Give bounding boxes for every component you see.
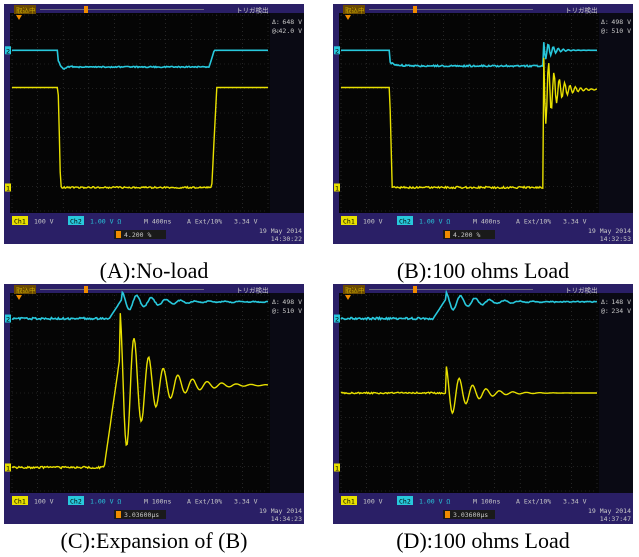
scope-panel-b: 取込中 トリガ検出 Δ: 498 V @: 510 V 2 1 Ch1 100 V Ch2 1.00 … <box>333 4 633 244</box>
panel-caption: (B):100 ohms Load <box>333 258 633 284</box>
panel-caption: (D):100 ohms Load <box>333 528 633 554</box>
acquire-status: 取込中 <box>16 6 36 15</box>
position-icon <box>116 511 121 518</box>
time: 14:37:47 <box>600 515 631 523</box>
ch1-marker-label: 1 <box>335 184 339 192</box>
oscilloscope-screen: 取込中 トリガ検出Δ: 498 V@: 510 V 2 1 Ch1 100 V Ch2 1.00 … <box>333 4 633 244</box>
position-value: 3.03600µs <box>453 511 488 519</box>
delta-label: Δ: <box>272 18 280 26</box>
acquire-status: 取込中 <box>345 286 365 295</box>
panel-caption: (A):No-load <box>4 258 304 284</box>
trigger-level: 3.34 V <box>563 218 587 226</box>
ch2-label: Ch2 <box>70 498 82 506</box>
date: 19 May 2014 <box>259 507 302 515</box>
delta-value: 498 V <box>282 298 302 306</box>
position-icon <box>445 511 450 518</box>
ch1-label: Ch1 <box>14 498 26 506</box>
ch2-label: Ch2 <box>70 218 82 226</box>
ch1-marker-label: 1 <box>335 464 339 472</box>
at-value: 234 V <box>611 307 631 315</box>
acquire-status: 取込中 <box>345 6 365 15</box>
time: 14:34:23 <box>271 515 302 523</box>
acquire-status: 取込中 <box>16 286 36 295</box>
oscilloscope-screen: 取込中 トリガ検出Δ: 148 V@: 234 V 2 1 Ch1 100 V Ch2 1.00 … <box>333 284 633 524</box>
at-value: 510 V <box>282 307 302 315</box>
position-icon <box>445 231 450 238</box>
delta-value: 148 V <box>611 298 631 306</box>
ch2-marker-label: 2 <box>335 316 339 324</box>
readout-panel <box>270 293 304 493</box>
readout-panel <box>599 13 633 213</box>
date: 19 May 2014 <box>588 507 631 515</box>
ch1-marker-label: 1 <box>6 464 10 472</box>
time: 14:30:22 <box>271 235 302 243</box>
trigger-source: A Ext/10% <box>187 498 222 506</box>
trigger-level: 3.34 V <box>563 498 587 506</box>
delta-label: Δ: <box>601 298 609 306</box>
trigger-status: トリガ検出 <box>236 6 269 15</box>
ch2-scale: 1.00 V Ω <box>90 218 121 226</box>
ch1-scale: 100 V <box>363 498 383 506</box>
readout-panel <box>270 13 304 213</box>
at-label: @: <box>272 307 280 315</box>
ch1-scale: 100 V <box>363 218 383 226</box>
at-value: 510 V <box>611 27 631 35</box>
delta-label: Δ: <box>272 298 280 306</box>
position-icon <box>116 231 121 238</box>
trigger-source: A Ext/10% <box>516 218 551 226</box>
ch1-label: Ch1 <box>14 218 26 226</box>
oscilloscope-screen: 取込中 トリガ検出Δ: 648 V@:-42.0 V 2 1 Ch1 100 V Ch2 1.0… <box>4 4 304 244</box>
timebase: M 100ns <box>144 498 171 506</box>
ch2-label: Ch2 <box>399 218 411 226</box>
timebase: M 400ns <box>144 218 171 226</box>
ch2-scale: 1.00 V Ω <box>419 218 450 226</box>
at-label: @: <box>601 307 609 315</box>
trigger-status: トリガ検出 <box>565 286 598 295</box>
delta-value: 498 V <box>611 18 631 26</box>
panel-caption: (C):Expansion of (B) <box>4 528 304 554</box>
trigger-status: トリガ検出 <box>236 286 269 295</box>
scope-panel-c: 取込中 トリガ検出 Δ: 498 V @: 510 V 2 1 Ch1 100 V Ch2 1.00 … <box>4 284 304 524</box>
trigger-position-icon <box>84 286 88 293</box>
ch2-marker-label: 2 <box>6 47 10 55</box>
time: 14:32:53 <box>600 235 631 243</box>
ch2-marker-label: 2 <box>335 47 339 55</box>
ch2-scale: 1.00 V Ω <box>419 498 450 506</box>
ch1-scale: 100 V <box>34 498 54 506</box>
position-value: 4.200 % <box>453 231 480 239</box>
trigger-source: A Ext/10% <box>187 218 222 226</box>
delta-label: Δ: <box>601 18 609 26</box>
ch1-scale: 100 V <box>34 218 54 226</box>
position-value: 3.03600µs <box>124 511 159 519</box>
at-value: -42.0 V <box>275 27 302 35</box>
trigger-status: トリガ検出 <box>565 6 598 15</box>
ch1-marker-label: 1 <box>6 184 10 192</box>
trigger-level: 3.34 V <box>234 218 258 226</box>
trigger-position-icon <box>413 286 417 293</box>
trigger-level: 3.34 V <box>234 498 258 506</box>
date: 19 May 2014 <box>588 227 631 235</box>
oscilloscope-screen: 取込中 トリガ検出Δ: 498 V@: 510 V 2 1 Ch1 100 V Ch2 1.00 … <box>4 284 304 524</box>
ch2-marker-label: 2 <box>6 316 10 324</box>
trigger-source: A Ext/10% <box>516 498 551 506</box>
ch1-label: Ch1 <box>343 498 355 506</box>
position-value: 4.200 % <box>124 231 151 239</box>
at-label: @: <box>601 27 609 35</box>
ch2-scale: 1.00 V Ω <box>90 498 121 506</box>
timebase: M 100ns <box>473 498 500 506</box>
scope-panel-a: 取込中 トリガ検出 Δ: 648 V @: -42.0 V 2 1 Ch1 100 V Ch2 1.0… <box>4 4 304 244</box>
scope-panel-d: 取込中 トリガ検出 Δ: 148 V @: 234 V 2 1 Ch1 100 V Ch2 1.00 … <box>333 284 633 524</box>
readout-panel <box>599 293 633 493</box>
ch1-label: Ch1 <box>343 218 355 226</box>
timebase: M 400ns <box>473 218 500 226</box>
trigger-position-icon <box>413 6 417 13</box>
delta-value: 648 V <box>282 18 302 26</box>
date: 19 May 2014 <box>259 227 302 235</box>
ch2-label: Ch2 <box>399 498 411 506</box>
trigger-position-icon <box>84 6 88 13</box>
